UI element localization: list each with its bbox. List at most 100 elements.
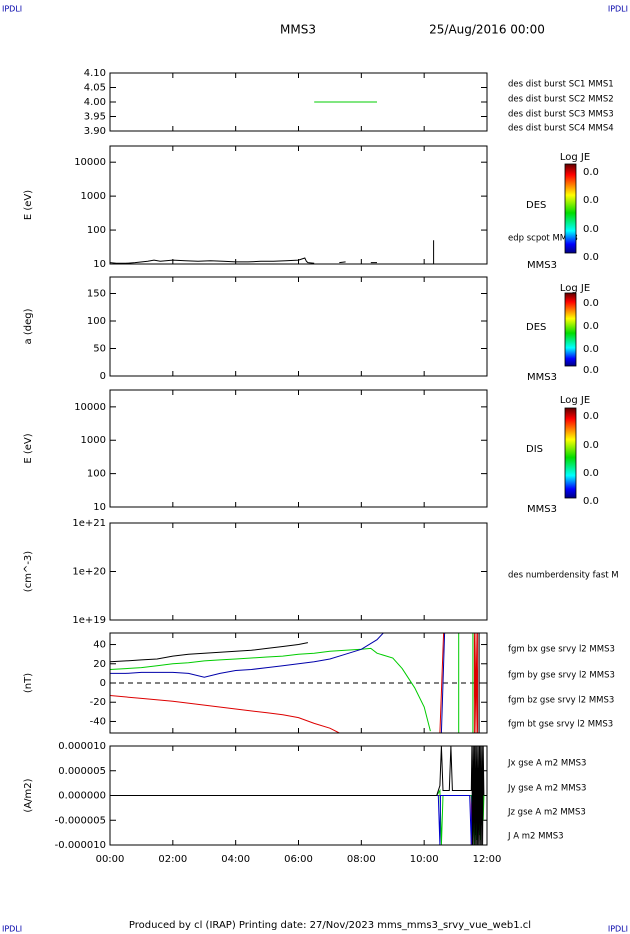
legend-entry: fgm by gse srvy l2 MMS3 bbox=[508, 671, 615, 681]
y-tick-label: 4.00 bbox=[84, 97, 106, 108]
y-tick-label: 0 bbox=[100, 371, 106, 382]
y-tick-label: 1e+20 bbox=[72, 567, 106, 578]
panel-frame bbox=[109, 276, 488, 377]
y-tick-label: 0.000010 bbox=[58, 741, 106, 752]
panel-frame bbox=[109, 389, 488, 508]
y-tick-label: 100 bbox=[87, 469, 106, 480]
panel-note: DIS bbox=[526, 444, 543, 455]
legend-entry: Jz gse A m2 MMS3 bbox=[507, 808, 586, 818]
panel-frame bbox=[109, 522, 488, 621]
y-tick-label: 0 bbox=[100, 678, 106, 689]
colorbar-tick-label: 0.0 bbox=[583, 468, 599, 479]
series-line bbox=[110, 633, 480, 733]
y-tick-label: 100 bbox=[87, 225, 106, 236]
colorbar-tick-label: 0.0 bbox=[583, 298, 599, 309]
corner-label: IPDLI bbox=[2, 925, 22, 934]
panel-note: MMS3 bbox=[527, 504, 557, 515]
colorbar-tick-label: 0.0 bbox=[583, 344, 599, 355]
legend-entry: fgm bx gse srvy l2 MMS3 bbox=[508, 645, 615, 655]
panel-frame bbox=[109, 632, 488, 734]
y-axis-label: E (eV) bbox=[23, 190, 34, 220]
colorbar-title: Log JE bbox=[560, 283, 590, 294]
y-tick-label: 10 bbox=[93, 502, 106, 513]
legend-entry: fgm bz gse srvy l2 MMS3 bbox=[508, 696, 614, 706]
y-tick-label: 40 bbox=[93, 640, 106, 651]
legend-entry: Jx gse A m2 MMS3 bbox=[507, 759, 586, 769]
panel-note: MMS3 bbox=[527, 260, 557, 271]
y-tick-label: 20 bbox=[93, 659, 106, 670]
colorbar-tick-label: 0.0 bbox=[583, 440, 599, 451]
y-axis-label: (A/m2) bbox=[23, 778, 34, 812]
x-tick-label: 12:00 bbox=[473, 854, 502, 865]
plot-title: MMS3 bbox=[280, 23, 316, 37]
colorbar bbox=[564, 163, 577, 254]
y-tick-label: -0.000010 bbox=[55, 840, 106, 851]
series-line bbox=[110, 633, 474, 733]
y-tick-label: 10000 bbox=[74, 402, 106, 413]
series-line bbox=[110, 633, 446, 733]
colorbar-title: Log JE bbox=[560, 152, 590, 163]
panel-frame bbox=[109, 745, 488, 846]
y-tick-label: 1000 bbox=[81, 191, 106, 202]
legend-entry: des dist burst SC1 MMS1 bbox=[508, 80, 614, 90]
series-line bbox=[110, 240, 435, 264]
y-tick-label: -40 bbox=[90, 716, 106, 727]
series-line bbox=[110, 795, 472, 845]
corner-label: IPDLI bbox=[608, 5, 628, 14]
corner-label: IPDLI bbox=[608, 925, 628, 934]
colorbar-tick-label: 0.0 bbox=[583, 224, 599, 235]
y-tick-label: -0.000005 bbox=[55, 815, 106, 826]
y-tick-label: 3.95 bbox=[84, 112, 106, 123]
y-tick-label: 10 bbox=[93, 259, 106, 270]
colorbar-tick-label: 0.0 bbox=[583, 365, 599, 376]
series-line bbox=[110, 795, 475, 845]
y-tick-label: 4.10 bbox=[84, 68, 106, 79]
legend-entry: des dist burst SC3 MMS3 bbox=[508, 110, 614, 120]
legend-entry: fgm bt gse srvy l2 MMS3 bbox=[508, 720, 613, 730]
y-tick-label: 150 bbox=[87, 289, 106, 300]
panel-note: DES bbox=[526, 200, 546, 211]
x-tick-label: 00:00 bbox=[96, 854, 125, 865]
colorbar-tick-label: 0.0 bbox=[583, 252, 599, 263]
panel-frame bbox=[109, 145, 488, 265]
plot-date: 25/Aug/2016 00:00 bbox=[429, 23, 545, 37]
corner-label: IPDLI bbox=[2, 5, 22, 14]
y-axis-label: (nT) bbox=[23, 673, 34, 693]
y-tick-label: 1000 bbox=[81, 435, 106, 446]
y-tick-label: 100 bbox=[87, 316, 106, 327]
y-tick-label: 0.000005 bbox=[58, 766, 106, 777]
y-tick-label: 1e+19 bbox=[72, 615, 106, 626]
footer: Produced by cl (IRAP) Printing date: 27/… bbox=[129, 920, 531, 931]
y-axis-label: (cm^-3) bbox=[23, 551, 34, 592]
legend-entry: Jy gse A m2 MMS3 bbox=[507, 784, 586, 794]
x-tick-label: 06:00 bbox=[284, 854, 313, 865]
y-tick-label: -20 bbox=[90, 697, 106, 708]
y-tick-label: 0.000000 bbox=[58, 791, 106, 802]
y-tick-label: 3.90 bbox=[84, 126, 106, 137]
legend-entry: edp scpot MMS3 bbox=[508, 234, 578, 244]
y-tick-label: 1e+21 bbox=[72, 518, 106, 529]
x-tick-label: 04:00 bbox=[221, 854, 250, 865]
colorbar-tick-label: 0.0 bbox=[583, 321, 599, 332]
y-tick-label: 10000 bbox=[74, 157, 106, 168]
y-tick-label: 4.05 bbox=[84, 83, 106, 94]
panel-frame bbox=[109, 72, 488, 132]
series-line bbox=[110, 633, 479, 733]
legend-entry: des dist burst SC4 MMS4 bbox=[508, 124, 614, 134]
y-axis-label: a (deg) bbox=[23, 308, 34, 344]
panel-note: DES bbox=[526, 322, 546, 333]
series-line bbox=[110, 770, 485, 845]
y-tick-label: 50 bbox=[93, 344, 106, 355]
legend-entry: J A m2 MMS3 bbox=[507, 832, 564, 842]
panel-note: des numberdensity fast M bbox=[508, 571, 619, 581]
panel-note: MMS3 bbox=[527, 372, 557, 383]
colorbar-tick-label: 0.0 bbox=[583, 195, 599, 206]
colorbar-title: Log JE bbox=[560, 395, 590, 406]
series-line bbox=[110, 746, 485, 845]
colorbar-tick-label: 0.0 bbox=[583, 167, 599, 178]
x-tick-label: 08:00 bbox=[347, 854, 376, 865]
x-tick-label: 02:00 bbox=[158, 854, 187, 865]
colorbar bbox=[564, 407, 577, 499]
legend-entry: des dist burst SC2 MMS2 bbox=[508, 95, 614, 105]
